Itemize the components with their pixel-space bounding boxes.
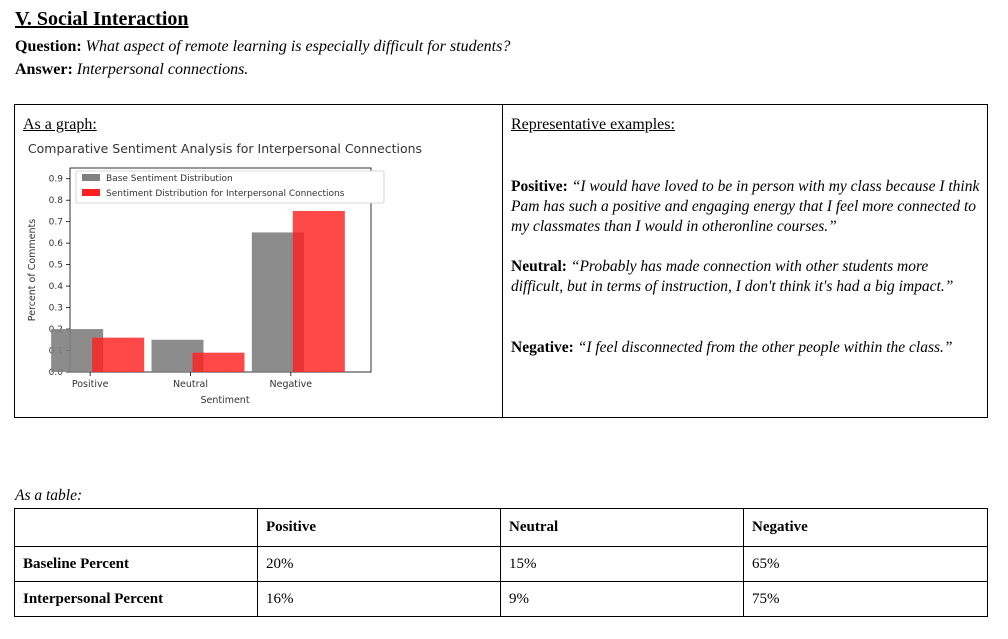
legend-label-1: Sentiment Distribution for Interpersonal… [106, 189, 345, 199]
example-positive-label: Positive: [511, 178, 568, 195]
column-header-neutral: Neutral [500, 508, 744, 547]
table-header-row: Positive Neutral Negative [14, 508, 988, 547]
y-tick-label: 0.5 [49, 261, 63, 271]
graph-examples-table: As a graph: Comparative Sentiment Analys… [14, 104, 988, 418]
table-cell: 16% [257, 581, 501, 617]
x-tick-label: Neutral [173, 379, 208, 390]
column-header-negative: Negative [743, 508, 988, 547]
x-axis-label: Sentiment [200, 395, 249, 406]
question-label: Question: [15, 38, 82, 55]
y-tick-label: 0.6 [49, 239, 64, 249]
y-tick-label: 0.7 [49, 218, 63, 228]
x-tick-label: Positive [72, 379, 109, 390]
answer-line: Answer: Interpersonal connections. [15, 61, 248, 79]
table-cell: 15% [500, 546, 744, 582]
example-neutral-label: Neutral: [511, 258, 567, 275]
example-neutral-text: “Probably has made connection with other… [511, 258, 954, 295]
example-neutral: Neutral: “Probably has made connection w… [511, 257, 981, 297]
row-label-baseline: Baseline Percent [14, 546, 258, 582]
table-row: Interpersonal Percent 16% 9% 75% [14, 581, 988, 617]
y-axis-label: Percent of Comments [27, 219, 38, 321]
row-label-interpersonal: Interpersonal Percent [14, 581, 258, 617]
example-positive: Positive: “I would have loved to be in p… [511, 177, 981, 237]
bar-neutral-series-1 [192, 352, 245, 372]
question-line: Question: What aspect of remote learning… [15, 38, 510, 56]
answer-label: Answer: [15, 61, 73, 78]
y-tick-label: 0.0 [49, 368, 64, 378]
legend-box [75, 170, 385, 204]
graph-heading: As a graph: [23, 116, 97, 133]
examples-cell: Representative examples: Positive: “I wo… [503, 105, 987, 417]
x-tick-label: Negative [270, 379, 313, 390]
example-negative: Negative: “I feel disconnected from the … [511, 338, 981, 358]
bar-negative-series-1 [292, 210, 345, 372]
y-tick-label: 0.9 [49, 175, 64, 185]
chart-title: Comparative Sentiment Analysis for Inter… [28, 141, 422, 156]
table-corner-cell [14, 508, 258, 547]
examples-heading: Representative examples: [511, 116, 675, 133]
table-cell: 75% [743, 581, 988, 617]
table-row: Baseline Percent 20% 15% 65% [14, 546, 988, 582]
table-caption: As a table: [15, 487, 83, 504]
y-tick-label: 0.8 [49, 196, 64, 206]
example-negative-label: Negative: [511, 339, 574, 356]
graph-cell: As a graph: Comparative Sentiment Analys… [15, 105, 503, 417]
section-title: V. Social Interaction [15, 8, 189, 30]
legend-label-0: Base Sentiment Distribution [106, 174, 233, 184]
sentiment-table: Positive Neutral Negative Baseline Perce… [14, 508, 988, 617]
example-negative-text: “I feel disconnected from the other peop… [577, 339, 953, 356]
answer-text: Interpersonal connections. [76, 61, 249, 78]
legend-swatch-0 [82, 174, 100, 181]
column-header-positive: Positive [257, 508, 501, 547]
y-tick-label: 0.4 [49, 282, 64, 292]
y-tick-label: 0.3 [49, 304, 63, 314]
table-cell: 65% [743, 546, 988, 582]
legend-swatch-1 [82, 189, 100, 196]
question-text: What aspect of remote learning is especi… [85, 38, 511, 55]
table-cell: 20% [257, 546, 501, 582]
example-positive-text: “I would have loved to be in person with… [511, 178, 980, 235]
table-cell: 9% [500, 581, 744, 617]
sentiment-chart: Comparative Sentiment Analysis for Inter… [27, 141, 422, 406]
bar-positive-series-1 [92, 337, 145, 372]
